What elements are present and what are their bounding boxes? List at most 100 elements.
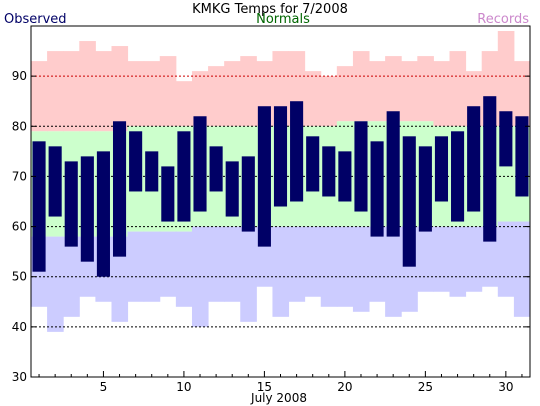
observed-bar <box>241 156 255 232</box>
observed-bar <box>145 151 159 192</box>
record-low-band <box>143 231 161 302</box>
observed-bar <box>48 146 62 217</box>
observed-bar <box>290 101 304 202</box>
x-tick-label: 25 <box>418 380 433 394</box>
record-low-band <box>352 226 370 312</box>
observed-bar <box>306 136 320 192</box>
x-tick-label: 15 <box>257 380 272 394</box>
record-low-band <box>497 221 515 297</box>
observed-bar <box>434 136 449 202</box>
record-low-band <box>175 231 193 307</box>
observed-bar <box>257 106 271 247</box>
record-high-band <box>352 51 370 122</box>
record-high-band <box>63 51 80 132</box>
record-low-band <box>449 226 467 297</box>
x-axis-label: July 2008 <box>250 391 307 405</box>
y-tick-label: 90 <box>12 69 27 83</box>
record-high-band <box>417 56 434 122</box>
record-high-band <box>401 61 418 122</box>
x-axis: 5 10 15 20 25 30 <box>38 371 523 394</box>
observed-bar <box>354 121 368 212</box>
record-low-band <box>47 236 64 332</box>
record-low-band <box>433 226 451 292</box>
record-high-band <box>111 46 129 132</box>
record-low-band <box>336 226 354 307</box>
observed-bar <box>209 146 223 192</box>
record-low-band <box>208 226 225 302</box>
observed-bar <box>467 106 481 212</box>
record-low-band <box>127 231 145 302</box>
legend-records: Records <box>477 12 529 27</box>
record-low-band <box>417 226 434 292</box>
observed-bar <box>370 141 384 237</box>
observed-bar <box>80 156 94 262</box>
observed-bar <box>451 131 465 222</box>
y-tick-label: 40 <box>12 320 27 334</box>
y-tick-label: 50 <box>12 270 27 284</box>
record-low-band <box>385 226 402 317</box>
y-axis: 30 40 50 60 70 80 90 <box>12 69 530 384</box>
observed-bar <box>64 161 78 247</box>
observed-bar <box>483 96 497 242</box>
observed-bar <box>112 121 127 257</box>
observed-bar <box>338 151 352 202</box>
record-low-band <box>465 226 483 292</box>
record-high-band <box>143 61 161 127</box>
observed-bar <box>225 161 239 217</box>
observed-bar <box>129 131 143 192</box>
observed-bar <box>322 146 336 197</box>
observed-bar <box>32 141 46 272</box>
record-low-band <box>240 226 257 322</box>
record-low-band <box>159 231 177 297</box>
y-tick-label: 30 <box>12 370 27 384</box>
record-high-band <box>320 76 338 127</box>
record-high-band <box>191 71 209 127</box>
x-tick-label: 10 <box>176 380 191 394</box>
record-high-band <box>159 56 177 127</box>
record-low-band <box>369 226 386 302</box>
record-high-band <box>240 56 257 127</box>
record-low-band <box>304 226 322 297</box>
record-high-band <box>47 51 64 132</box>
x-tick-label: 30 <box>498 380 513 394</box>
y-tick-label: 70 <box>12 169 27 183</box>
record-high-band <box>175 81 193 127</box>
record-high-band <box>224 61 241 127</box>
record-high-band <box>336 66 354 122</box>
record-low-band <box>111 236 129 322</box>
record-high-band <box>449 51 467 127</box>
observed-bar <box>402 136 416 267</box>
observed-bar <box>418 146 432 232</box>
record-low-band <box>513 221 531 317</box>
record-high-band <box>369 61 386 122</box>
observed-bar <box>177 131 191 222</box>
record-high-band <box>513 61 531 127</box>
observed-bar <box>193 116 207 212</box>
y-tick-label: 60 <box>12 220 27 234</box>
observed-bar <box>96 151 110 277</box>
plot-area <box>30 25 531 378</box>
observed-bar <box>515 116 529 197</box>
record-high-band <box>79 41 96 132</box>
observed-bar <box>161 166 175 222</box>
legend-observed: Observed <box>4 12 67 27</box>
record-low-band <box>320 226 338 307</box>
record-low-band <box>224 226 241 302</box>
chart-title: KMKG Temps for 7/2008 <box>192 2 348 17</box>
record-high-band <box>304 71 322 127</box>
record-high-band <box>127 61 145 127</box>
y-tick-label: 80 <box>12 119 27 133</box>
observed-bar <box>386 111 400 237</box>
record-high-band <box>385 56 402 122</box>
observed-bars-layer <box>32 96 529 277</box>
record-low-band <box>288 226 306 302</box>
x-tick-label: 5 <box>100 380 108 394</box>
record-high-band <box>208 66 225 127</box>
record-high-band <box>95 51 112 132</box>
observed-bar <box>273 106 288 207</box>
record-high-band <box>497 31 515 127</box>
record-high-band <box>31 61 48 132</box>
legend-normals: Normals <box>256 12 310 27</box>
record-high-band <box>433 61 451 127</box>
